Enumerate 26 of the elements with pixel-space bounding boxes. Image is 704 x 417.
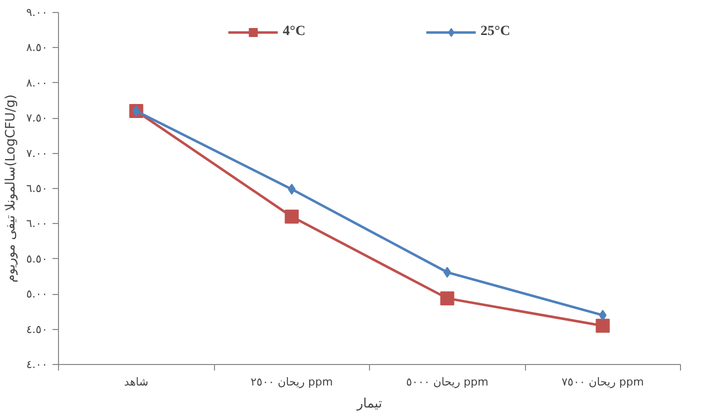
y-tick-label: ٨.٠٠ — [26, 76, 48, 90]
point — [443, 266, 452, 278]
y-tick-label: ٨.٥٠ — [26, 41, 48, 54]
y-tick-label: ٥.٥٠ — [26, 252, 48, 266]
point — [440, 291, 454, 306]
y-axis-title: سالمونلا تیفی موریوم(LogCFU/g) — [3, 94, 18, 283]
x-tick-label: ریحان ٥٠٠٠ ppm — [406, 376, 488, 388]
x-axis-title: تیمار — [356, 396, 383, 412]
y-tick-label: ٧.٠٠ — [26, 146, 48, 160]
x-tick-label: ریحان ٢٥٠٠ ppm — [250, 376, 333, 388]
x-tick-label: شاهد — [124, 376, 148, 388]
y-tick-label: ٤.٠٠ — [26, 358, 48, 371]
legend-label: 25°C — [480, 24, 510, 40]
y-tick-label: ٦.٠٠ — [26, 217, 48, 230]
point — [284, 210, 299, 224]
y-tick-label: ٤.٥٠ — [26, 322, 48, 336]
y-tick-label: ٥.٠٠ — [26, 288, 48, 301]
point — [132, 106, 140, 117]
legend-label: 4°C — [282, 24, 306, 40]
point — [596, 318, 610, 333]
x-tick-label: ریحان ٧٥٠٠ ppm — [562, 376, 644, 388]
y-tick-label: ٧.٥٠ — [26, 112, 48, 125]
point — [288, 184, 296, 195]
y-tick-label: ٦.٥٠ — [26, 182, 48, 195]
y-tick-label: ٩.٠٠ — [26, 6, 48, 19]
point — [598, 310, 607, 321]
